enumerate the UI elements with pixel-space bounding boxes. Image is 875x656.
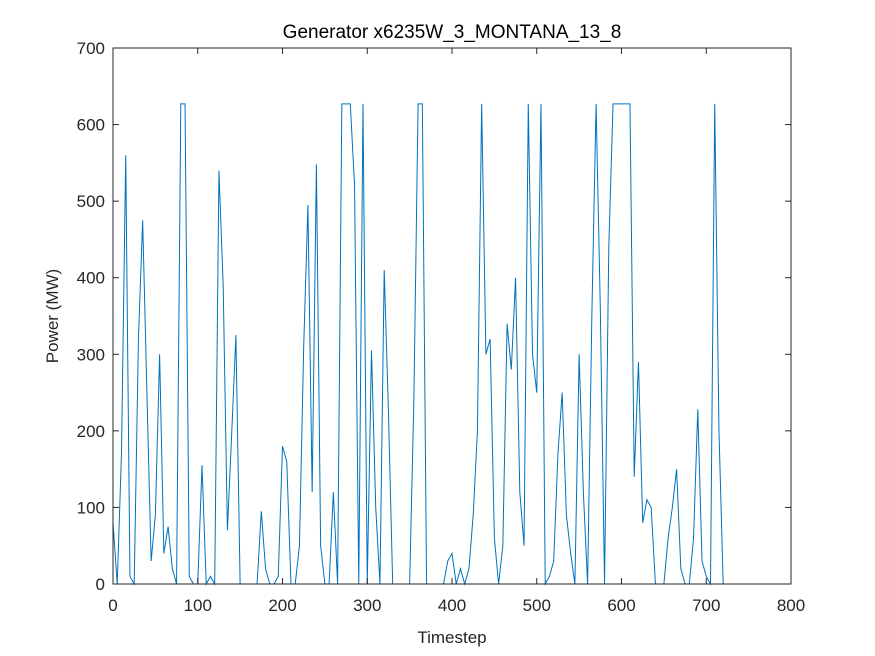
x-tick-label: 500 <box>523 596 551 615</box>
x-tick-label: 300 <box>353 596 381 615</box>
y-tick-label: 200 <box>77 422 105 441</box>
x-tick-label: 700 <box>692 596 720 615</box>
x-tick-label: 0 <box>108 596 117 615</box>
y-tick-label: 300 <box>77 345 105 364</box>
chart-title: Generator x6235W_3_MONTANA_13_8 <box>283 22 622 43</box>
y-tick-label: 600 <box>77 116 105 135</box>
x-tick-label: 800 <box>777 596 805 615</box>
x-tick-label: 600 <box>607 596 635 615</box>
y-tick-label: 0 <box>96 575 105 594</box>
x-tick-label: 100 <box>184 596 212 615</box>
x-axis-label: Timestep <box>417 628 486 647</box>
y-axis-label: Power (MW) <box>43 269 62 363</box>
plot-area <box>113 48 791 584</box>
y-tick-label: 500 <box>77 192 105 211</box>
x-tick-label: 400 <box>438 596 466 615</box>
y-tick-label: 400 <box>77 269 105 288</box>
y-tick-label: 100 <box>77 498 105 517</box>
y-tick-label: 700 <box>77 39 105 58</box>
x-tick-label: 200 <box>268 596 296 615</box>
